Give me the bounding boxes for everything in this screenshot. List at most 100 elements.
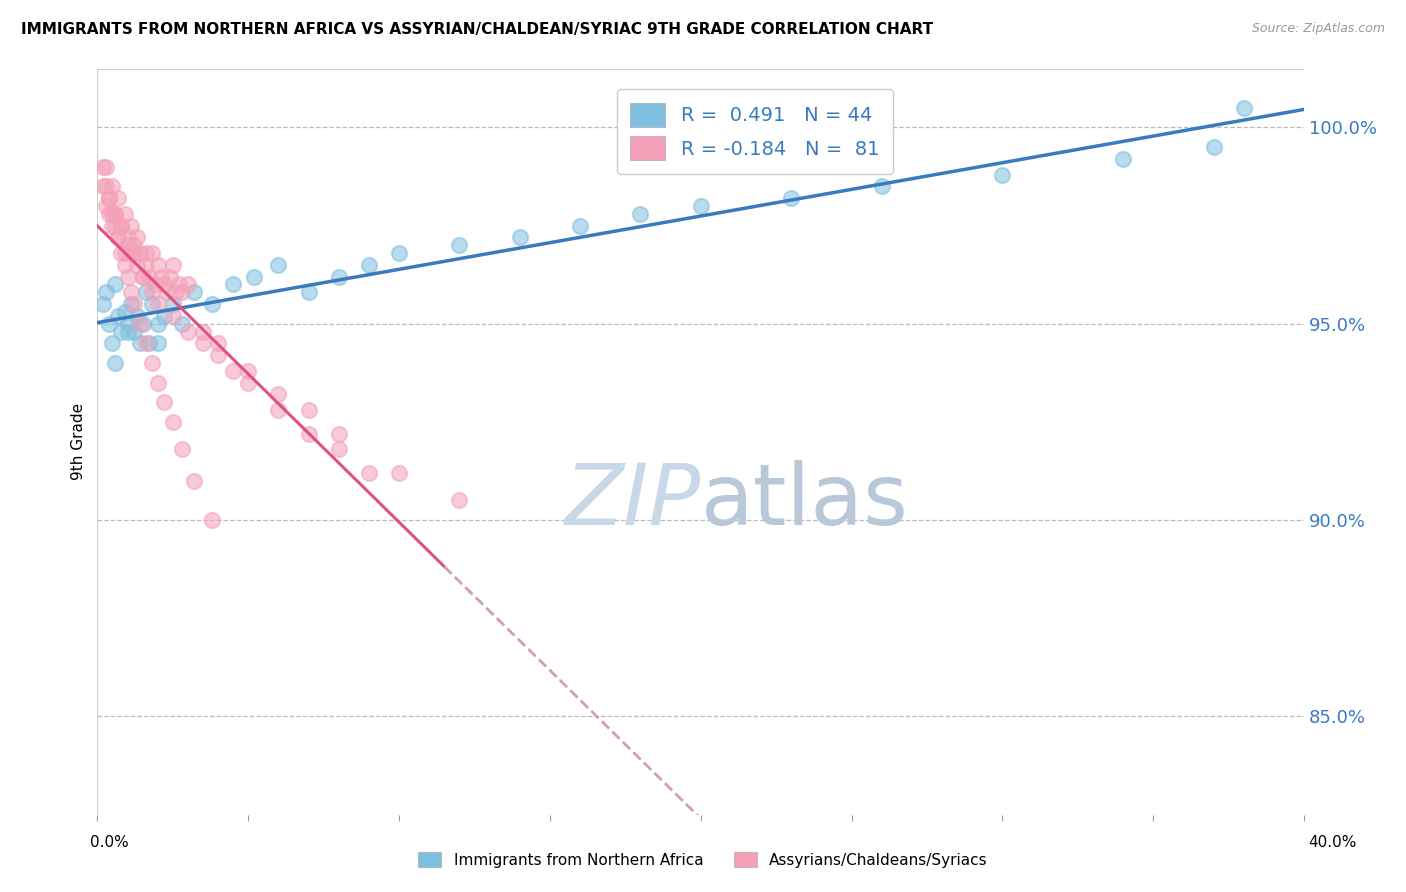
Point [183, 474, 205, 488]
Point [146, 258, 169, 272]
Point [357, 258, 380, 272]
Point [114, 207, 136, 221]
Text: 0.0%: 0.0% [90, 836, 129, 850]
Point [101, 219, 124, 233]
Text: Source: ZipAtlas.com: Source: ZipAtlas.com [1251, 22, 1385, 36]
Point [870, 179, 893, 194]
Point [328, 442, 350, 457]
Point [122, 238, 145, 252]
Point [1233, 101, 1256, 115]
Point [297, 426, 319, 441]
Point [149, 269, 172, 284]
Point [98, 207, 121, 221]
Point [104, 277, 127, 292]
Point [238, 364, 260, 378]
Point [93, 297, 115, 311]
Point [117, 230, 139, 244]
Point [170, 442, 193, 457]
Point [125, 258, 148, 272]
Point [152, 277, 174, 292]
Point [125, 309, 148, 323]
Point [104, 207, 127, 221]
Point [120, 297, 142, 311]
Point [135, 285, 157, 300]
Point [1202, 140, 1225, 154]
Point [101, 336, 124, 351]
Point [159, 269, 181, 284]
Point [101, 179, 124, 194]
Point [141, 356, 163, 370]
Legend: R =  0.491   N = 44, R = -0.184   N =  81: R = 0.491 N = 44, R = -0.184 N = 81 [617, 89, 893, 174]
Point [267, 387, 290, 401]
Point [297, 285, 319, 300]
Point [156, 285, 179, 300]
Point [238, 376, 260, 390]
Point [128, 317, 150, 331]
Point [146, 336, 169, 351]
Point [449, 238, 471, 252]
Point [114, 258, 136, 272]
Point [201, 297, 224, 311]
Point [177, 277, 200, 292]
Text: 40.0%: 40.0% [1309, 836, 1357, 850]
Point [117, 238, 139, 252]
Point [183, 285, 205, 300]
Point [222, 277, 245, 292]
Point [93, 160, 115, 174]
Point [93, 179, 115, 194]
Point [162, 258, 184, 272]
Point [98, 317, 121, 331]
Point [162, 309, 184, 323]
Point [191, 336, 214, 351]
Point [165, 285, 187, 300]
Point [128, 246, 150, 260]
Point [138, 269, 160, 284]
Point [201, 513, 224, 527]
Point [297, 403, 319, 417]
Point [146, 297, 169, 311]
Point [131, 317, 153, 331]
Point [104, 356, 127, 370]
Point [388, 246, 411, 260]
Point [267, 403, 290, 417]
Point [131, 269, 153, 284]
Point [114, 246, 136, 260]
Point [107, 191, 129, 205]
Point [152, 309, 174, 323]
Y-axis label: 9th Grade: 9th Grade [72, 403, 86, 480]
Point [135, 246, 157, 260]
Point [191, 325, 214, 339]
Point [243, 269, 266, 284]
Point [146, 317, 169, 331]
Point [96, 199, 118, 213]
Point [114, 305, 136, 319]
Point [628, 207, 651, 221]
Point [117, 269, 139, 284]
Point [128, 336, 150, 351]
Point [122, 325, 145, 339]
Point [170, 285, 193, 300]
Point [104, 219, 127, 233]
Point [689, 199, 711, 213]
Point [117, 325, 139, 339]
Point [135, 336, 157, 351]
Point [328, 269, 350, 284]
Point [96, 160, 118, 174]
Point [107, 230, 129, 244]
Point [388, 466, 411, 480]
Point [98, 191, 121, 205]
Point [569, 219, 592, 233]
Point [141, 297, 163, 311]
Point [96, 285, 118, 300]
Point [125, 230, 148, 244]
Point [509, 230, 531, 244]
Point [222, 364, 245, 378]
Point [120, 285, 142, 300]
Point [110, 246, 132, 260]
Point [96, 179, 118, 194]
Point [122, 297, 145, 311]
Text: atlas: atlas [700, 459, 908, 542]
Point [107, 230, 129, 244]
Point [1112, 152, 1135, 166]
Point [357, 466, 380, 480]
